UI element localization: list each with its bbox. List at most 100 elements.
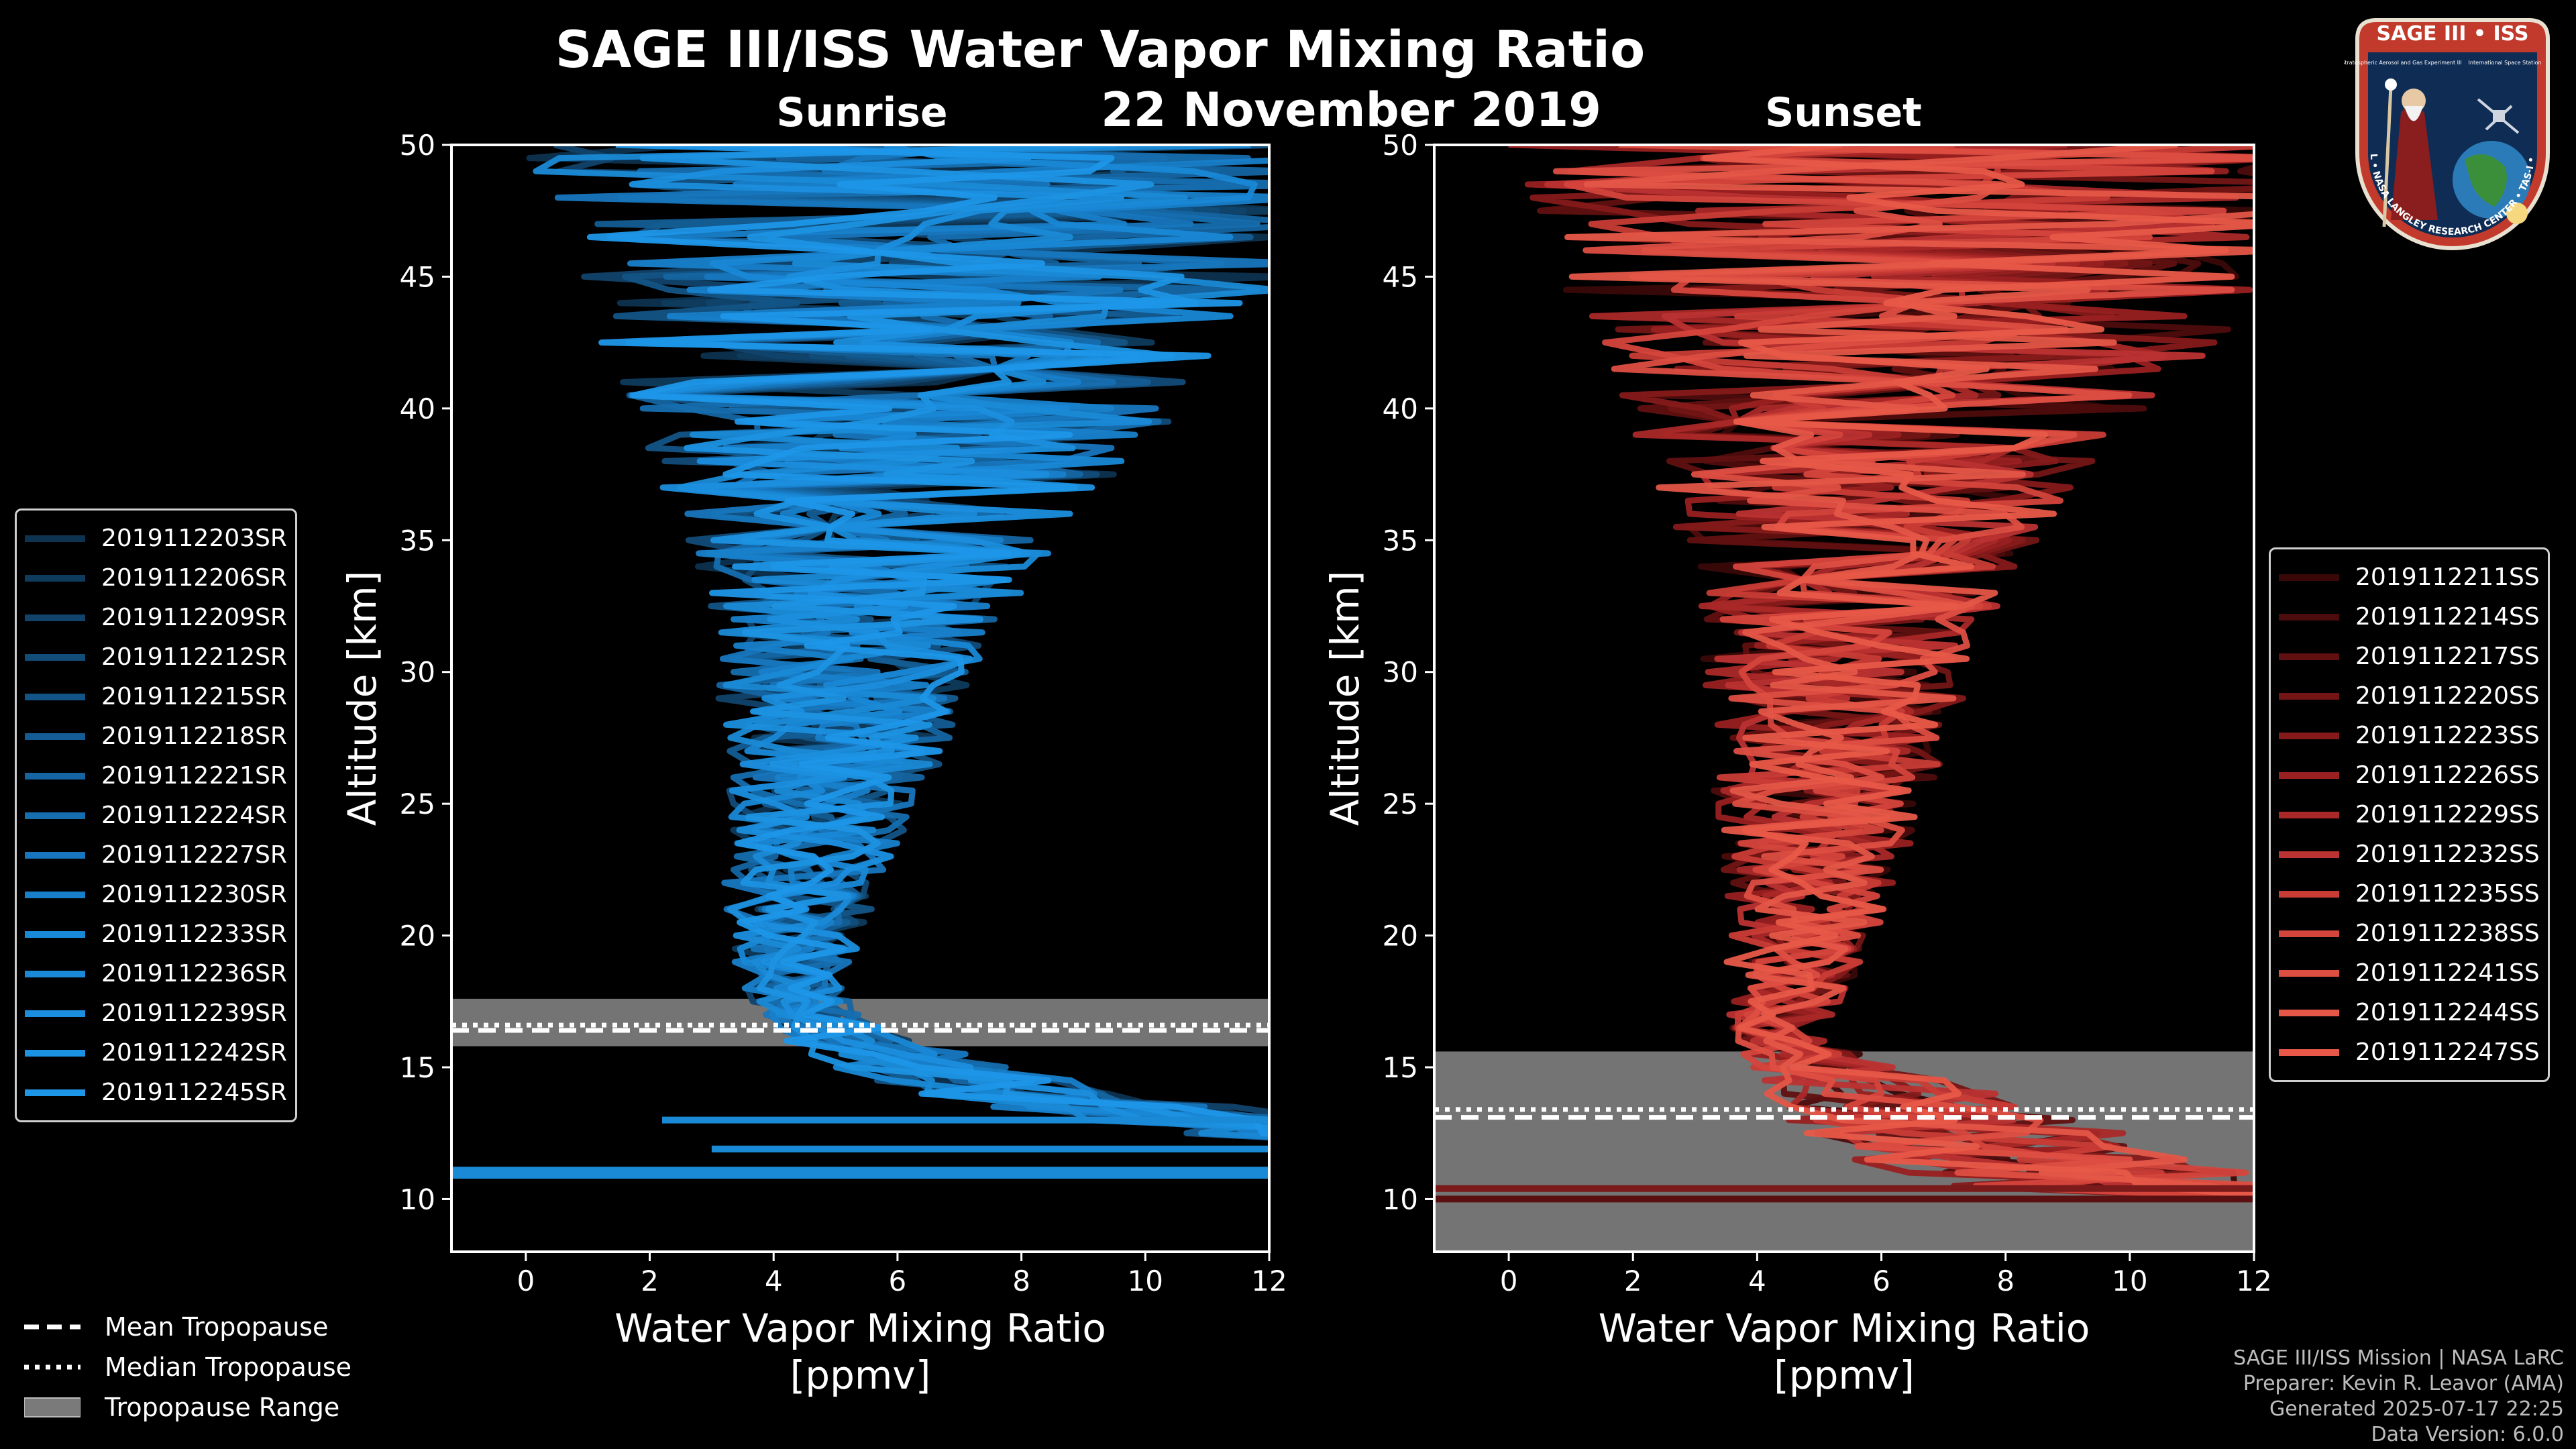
legend-entry-2019112230SR: 2019112230SR (25, 875, 287, 914)
x-tick-label: 2 (1624, 1265, 1642, 1297)
legend-entry-2019112235SS: 2019112235SS (2279, 874, 2540, 914)
legend-entry-2019112223SS: 2019112223SS (2279, 716, 2540, 755)
legend-label: 2019112221SR (101, 762, 287, 790)
legend-entry-2019112226SS: 2019112226SS (2279, 755, 2540, 795)
range-swatch (24, 1397, 80, 1417)
x-tick-label: 4 (1748, 1265, 1766, 1297)
legend-label: 2019112226SS (2355, 761, 2540, 789)
legend-label: 2019112203SR (101, 525, 287, 552)
legend-label: 2019112215SR (101, 683, 287, 710)
figure-date: 22 November 2019 (1101, 83, 1601, 138)
y-tick-label: 20 (400, 920, 435, 953)
credits-block: SAGE III/ISS Mission | NASA LaRC Prepare… (2233, 1346, 2564, 1448)
y-tick-label: 10 (400, 1183, 435, 1216)
y-tick-label: 20 (1383, 920, 1418, 953)
legend-entry-2019112245SR: 2019112245SR (25, 1073, 287, 1112)
legend-median-tropopause: Median Tropopause (24, 1347, 352, 1387)
credit-mission: SAGE III/ISS Mission | NASA LaRC (2233, 1346, 2564, 1370)
legend-label: 2019112239SR (101, 1000, 287, 1027)
legend-swatch (2279, 574, 2339, 581)
x-tick-label: 0 (1500, 1265, 1518, 1297)
legend-label: 2019112211SS (2355, 564, 2540, 591)
legend-entry-2019112214SS: 2019112214SS (2279, 597, 2540, 637)
legend-entry-2019112209SR: 2019112209SR (25, 598, 287, 637)
logo-subtitle-right: International Space Station (2469, 60, 2542, 66)
y-tick-label: 25 (400, 788, 435, 820)
legend-label: 2019112244SS (2355, 999, 2540, 1026)
plot-frame (450, 144, 1271, 1253)
x-tick-label: 8 (1996, 1265, 2015, 1297)
sunrise-panel: Sunrise 0 2 4 6 8 10 12 10 15 20 25 30 35 40 45 50 Water … (339, 89, 1287, 1398)
legend-label: 2019112214SS (2355, 603, 2540, 631)
legend-swatch (25, 535, 85, 542)
legend-swatch (25, 930, 85, 938)
legend-entry-2019112220SS: 2019112220SS (2279, 676, 2540, 716)
y-tick-label: 45 (1383, 260, 1418, 293)
legend-entry-2019112218SR: 2019112218SR (25, 716, 287, 756)
logo-title: SAGE III • ISS (2377, 22, 2529, 46)
x-tick-label: 2 (641, 1265, 659, 1297)
legend-swatch (2279, 732, 2339, 739)
legend-entry-2019112247SS: 2019112247SS (2279, 1032, 2540, 1072)
figure-title: SAGE III/ISS Water Vapor Mixing Ratio (555, 19, 1646, 79)
y-tick-label: 15 (1383, 1051, 1418, 1084)
legend-swatch (25, 614, 85, 621)
legend-entry-2019112215SR: 2019112215SR (25, 677, 287, 716)
x-tick-label: 10 (1128, 1265, 1163, 1297)
legend-swatch (25, 693, 85, 700)
plot-area (1434, 145, 2254, 1252)
legend-entry-2019112233SR: 2019112233SR (25, 914, 287, 954)
legend-entry-2019112242SR: 2019112242SR (25, 1033, 287, 1073)
legend-entry-2019112224SR: 2019112224SR (25, 796, 287, 835)
y-tick-label: 10 (1383, 1183, 1418, 1216)
legend-entry-2019112238SS: 2019112238SS (2279, 914, 2540, 953)
x-axis-unit-label: [ppmv] (790, 1352, 931, 1398)
legend-swatch (2279, 1009, 2339, 1016)
legend-entry-2019112244SS: 2019112244SS (2279, 993, 2540, 1032)
legend-entry-2019112241SS: 2019112241SS (2279, 953, 2540, 993)
legend-swatch (25, 1089, 85, 1096)
legend-swatch (25, 812, 85, 819)
legend-swatch (2279, 653, 2339, 660)
legend-label: Median Tropopause (105, 1352, 352, 1382)
dashed-line-swatch (24, 1324, 80, 1330)
legend-entry-2019112211SS: 2019112211SS (2279, 557, 2540, 597)
sunset-panel: Sunset 0 2 4 6 8 10 12 10 15 20 25 30 35 40 45 50 Water V… (1322, 89, 2272, 1398)
legend-label: 2019112232SS (2355, 841, 2540, 868)
legend-label: 2019112227SR (101, 841, 287, 869)
x-tick-label: 6 (889, 1265, 907, 1297)
legend-label: 2019112236SR (101, 960, 287, 987)
legend-label: 2019112235SS (2355, 880, 2540, 908)
legend-entry-2019112232SS: 2019112232SS (2279, 835, 2540, 874)
legend-label: 2019112229SS (2355, 801, 2540, 828)
legend-swatch (2279, 1049, 2339, 1056)
y-tick-label: 40 (400, 392, 435, 425)
legend-label: 2019112217SS (2355, 643, 2540, 670)
x-tick-label: 10 (2112, 1265, 2147, 1297)
legend-swatch (25, 772, 85, 780)
legend-swatch (2279, 613, 2339, 621)
legend-entry-2019112221SR: 2019112221SR (25, 756, 287, 796)
sage-iii-iss-mission-logo: SAGE III • ISS Stratospheric Aerosol and… (2344, 12, 2550, 250)
legend-label: 2019112233SR (101, 920, 287, 948)
legend-swatch (25, 970, 85, 977)
tropopause-legend: Mean Tropopause Median Tropopause Tropop… (24, 1307, 352, 1428)
legend-mean-tropopause: Mean Tropopause (24, 1307, 352, 1347)
x-tick-label: 8 (1012, 1265, 1030, 1297)
credit-generated: Generated 2025-07-17 22:25 (2269, 1397, 2564, 1421)
legend-label: 2019112206SR (101, 564, 287, 592)
legend-label: 2019112241SS (2355, 959, 2540, 987)
y-tick-label: 50 (1383, 129, 1418, 162)
legend-swatch (2279, 969, 2339, 977)
y-tick-label: 45 (400, 260, 435, 293)
x-tick-label: 0 (517, 1265, 535, 1297)
legend-entry-2019112227SR: 2019112227SR (25, 835, 287, 875)
x-tick-label: 12 (1251, 1265, 1287, 1297)
legend-swatch (25, 891, 85, 898)
sunset-legend: 2019112211SS 2019112214SS 2019112217SS 2019… (2269, 547, 2550, 1082)
legend-entry-2019112217SS: 2019112217SS (2279, 637, 2540, 676)
y-tick-label: 40 (1383, 392, 1418, 425)
x-tick-label: 4 (765, 1265, 783, 1297)
profile-line-2019112236SR (533, 145, 1269, 1131)
